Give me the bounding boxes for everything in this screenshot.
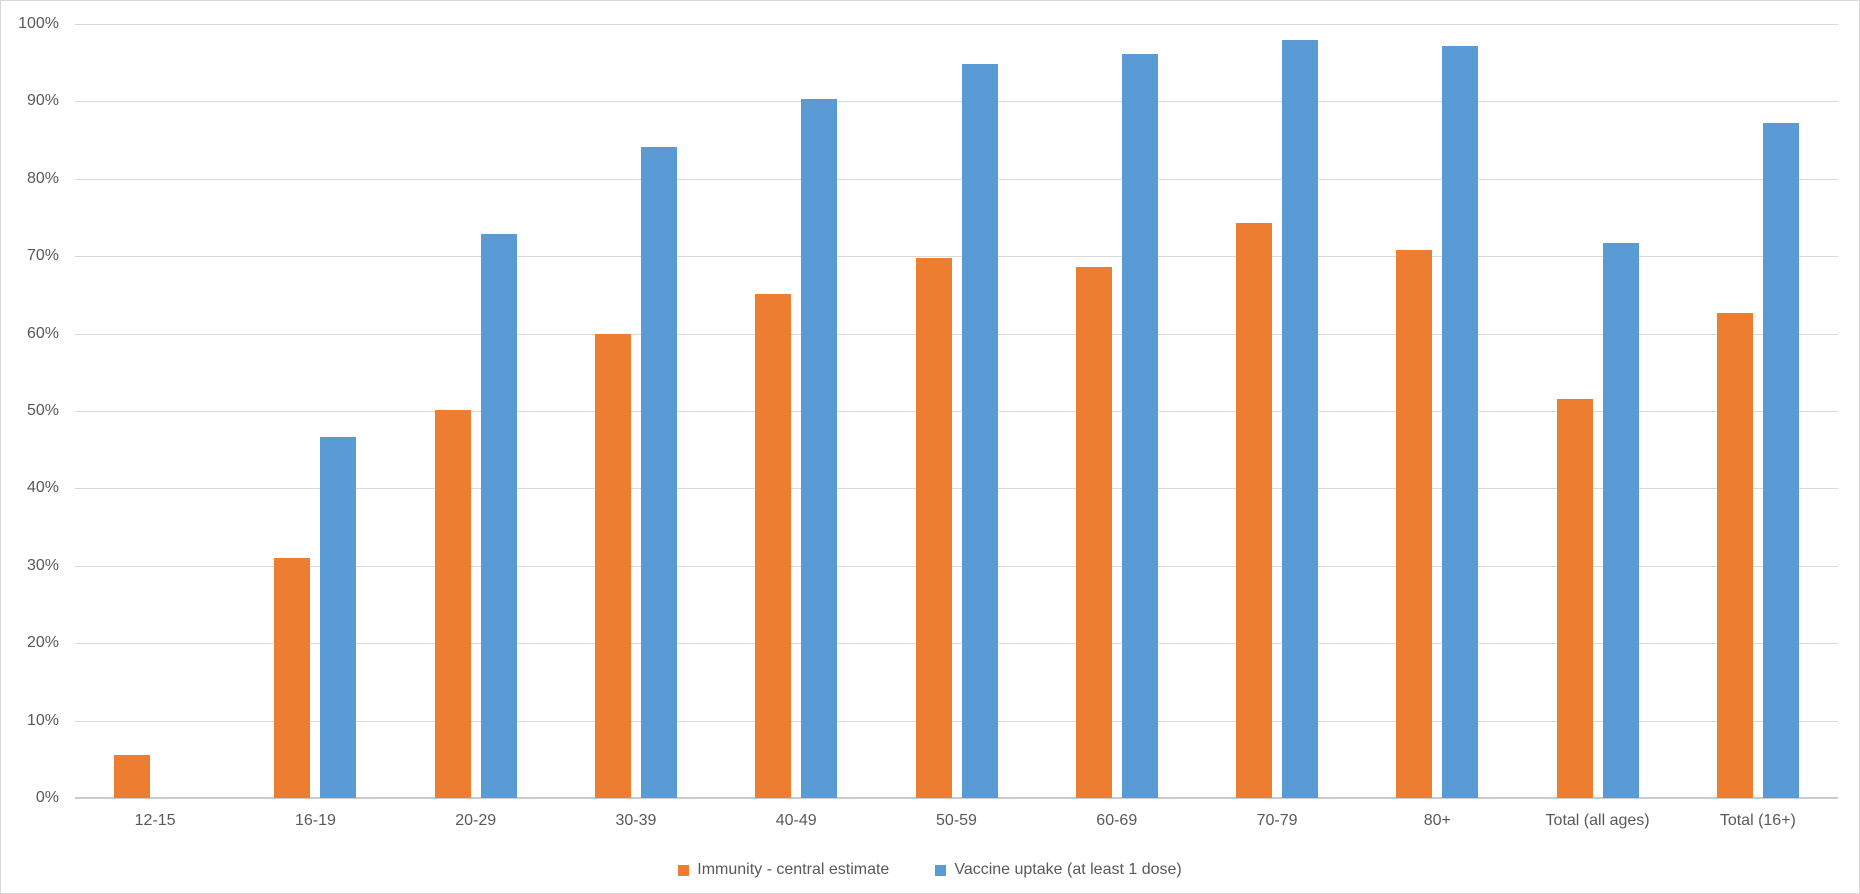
y-tick-label-90%: 90% xyxy=(26,92,59,110)
immunity-series-swatch-icon xyxy=(678,864,690,876)
gridline-30% xyxy=(75,565,1838,567)
y-tick-label-0%: 0% xyxy=(35,789,59,806)
y-tick-label-100%: 100% xyxy=(18,15,59,32)
x-axis-line xyxy=(75,797,1838,799)
gridline-20% xyxy=(75,643,1838,645)
x-category-label-60-69: 60-69 xyxy=(1096,812,1138,829)
plot-area xyxy=(75,24,1838,799)
bar-immunity-50-59 xyxy=(915,257,952,798)
x-category-label-80+: 80+ xyxy=(1423,812,1451,829)
x-category-label-30-39: 30-39 xyxy=(615,812,657,829)
gridline-50% xyxy=(75,411,1838,412)
x-category-label-12-15: 12-15 xyxy=(134,812,176,829)
y-tick-label-40%: 40% xyxy=(26,479,59,497)
bar-immunity-80+ xyxy=(1396,250,1433,798)
bar-immunity-Total (all ages) xyxy=(1556,398,1593,798)
x-category-label-50-59: 50-59 xyxy=(936,812,977,829)
x-category-label-40-49: 40-49 xyxy=(775,812,817,829)
gridline-80% xyxy=(75,178,1838,180)
gridline-40% xyxy=(75,488,1838,490)
bar-immunity-30-39 xyxy=(594,333,631,798)
bar-uptake-Total (all ages) xyxy=(1602,243,1639,798)
y-tick-label-10%: 10% xyxy=(26,711,59,729)
gridline-60% xyxy=(75,333,1838,335)
y-tick-label-60%: 60% xyxy=(26,324,59,342)
legend-label-immunity: Immunity - central estimate xyxy=(697,861,890,878)
x-category-label-16-19: 16-19 xyxy=(294,812,336,829)
y-tick-label-80%: 80% xyxy=(26,169,59,187)
y-tick-label-20%: 20% xyxy=(26,634,59,652)
bar-uptake-Total (16+) xyxy=(1762,123,1799,798)
bar-immunity-60-69 xyxy=(1075,267,1112,798)
bar-immunity-Total (16+) xyxy=(1716,312,1753,798)
bar-uptake-40-49 xyxy=(801,99,838,798)
bar-immunity-12-15 xyxy=(114,755,151,798)
legend-item-immunity: Immunity - central estimate xyxy=(678,861,889,879)
bar-uptake-50-59 xyxy=(961,64,998,798)
y-tick-label-70%: 70% xyxy=(26,247,59,265)
y-tick-label-50%: 50% xyxy=(26,402,59,419)
bar-uptake-60-69 xyxy=(1121,54,1158,798)
bar-uptake-20-29 xyxy=(480,233,517,798)
x-category-label-20-29: 20-29 xyxy=(455,812,497,829)
bar-immunity-40-49 xyxy=(755,294,792,798)
x-category-label-Total (16+): Total (16+) xyxy=(1719,812,1796,829)
vaccine-uptake-series-swatch-icon xyxy=(935,864,947,876)
gridline-70% xyxy=(75,256,1838,258)
legend-label-vaccine-uptake: Vaccine uptake (at least 1 dose) xyxy=(954,861,1182,878)
bar-immunity-70-79 xyxy=(1236,222,1273,798)
bar-immunity-16-19 xyxy=(274,558,311,798)
y-tick-label-30%: 30% xyxy=(26,556,59,574)
x-category-label-Total (all ages): Total (all ages) xyxy=(1545,812,1650,829)
bar-uptake-70-79 xyxy=(1282,40,1319,798)
legend-item-vaccine-uptake: Vaccine uptake (at least 1 dose) xyxy=(935,861,1182,879)
bar-uptake-80+ xyxy=(1442,45,1479,798)
gridline-90% xyxy=(75,101,1838,103)
bar-uptake-16-19 xyxy=(320,436,357,798)
x-category-label-70-79: 70-79 xyxy=(1256,812,1298,829)
legend: Immunity - central estimate Vaccine upta… xyxy=(1,861,1859,879)
gridline-10% xyxy=(75,720,1838,722)
gridline-100% xyxy=(75,24,1838,25)
bar-uptake-30-39 xyxy=(640,147,677,798)
bar-immunity-20-29 xyxy=(434,410,471,798)
